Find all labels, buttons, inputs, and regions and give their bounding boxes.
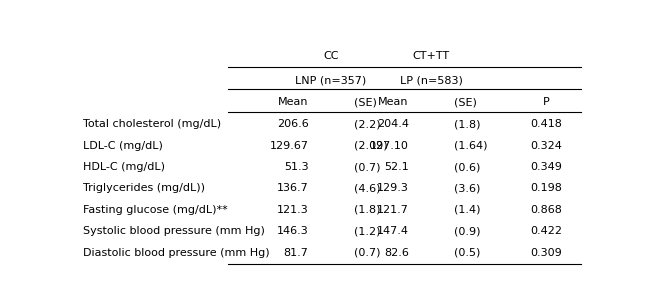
Text: 136.7: 136.7 [276,184,309,194]
Text: 0.422: 0.422 [530,226,563,236]
Text: 129.3: 129.3 [377,184,409,194]
Text: 206.6: 206.6 [276,119,309,129]
Text: Mean: Mean [278,98,309,107]
Text: 82.6: 82.6 [384,248,409,258]
Text: 121.3: 121.3 [276,205,309,215]
Text: (1.8): (1.8) [453,119,480,129]
Text: Mean: Mean [378,98,409,107]
Text: Total cholesterol (mg/dL): Total cholesterol (mg/dL) [83,119,222,129]
Text: 0.309: 0.309 [530,248,562,258]
Text: LNP (n=357): LNP (n=357) [295,76,367,85]
Text: (2.09): (2.09) [353,141,387,151]
Text: (0.6): (0.6) [453,162,480,172]
Text: 127.10: 127.10 [370,141,409,151]
Text: 147.4: 147.4 [377,226,409,236]
Text: 0.324: 0.324 [530,141,562,151]
Text: Triglycerides (mg/dL)): Triglycerides (mg/dL)) [83,184,205,194]
Text: (SE): (SE) [353,98,377,107]
Text: 129.67: 129.67 [269,141,309,151]
Text: HDL-C (mg/dL): HDL-C (mg/dL) [83,162,165,172]
Text: (SE): (SE) [453,98,477,107]
Text: 121.7: 121.7 [377,205,409,215]
Text: (0.9): (0.9) [453,226,480,236]
Text: Systolic blood pressure (mm Hg): Systolic blood pressure (mm Hg) [83,226,265,236]
Text: 0.868: 0.868 [530,205,562,215]
Text: (1.2): (1.2) [353,226,380,236]
Text: LDL-C (mg/dL): LDL-C (mg/dL) [83,141,163,151]
Text: (1.64): (1.64) [453,141,487,151]
Text: 146.3: 146.3 [276,226,309,236]
Text: (1.8): (1.8) [353,205,380,215]
Text: P: P [543,98,550,107]
Text: (0.7): (0.7) [353,248,380,258]
Text: 0.198: 0.198 [530,184,562,194]
Text: LP (n=583): LP (n=583) [400,76,463,85]
Text: (2.2): (2.2) [353,119,380,129]
Text: Fasting glucose (mg/dL)**: Fasting glucose (mg/dL)** [83,205,228,215]
Text: 51.3: 51.3 [284,162,309,172]
Text: (0.7): (0.7) [353,162,380,172]
Text: 81.7: 81.7 [284,248,309,258]
Text: 0.349: 0.349 [530,162,562,172]
Text: 52.1: 52.1 [384,162,409,172]
Text: Diastolic blood pressure (mm Hg): Diastolic blood pressure (mm Hg) [83,248,270,258]
Text: 0.418: 0.418 [530,119,562,129]
Text: (1.4): (1.4) [453,205,480,215]
Text: CT+TT: CT+TT [413,51,450,61]
Text: CC: CC [324,51,339,61]
Text: (0.5): (0.5) [453,248,480,258]
Text: (4.6): (4.6) [353,184,380,194]
Text: 204.4: 204.4 [377,119,409,129]
Text: (3.6): (3.6) [453,184,480,194]
